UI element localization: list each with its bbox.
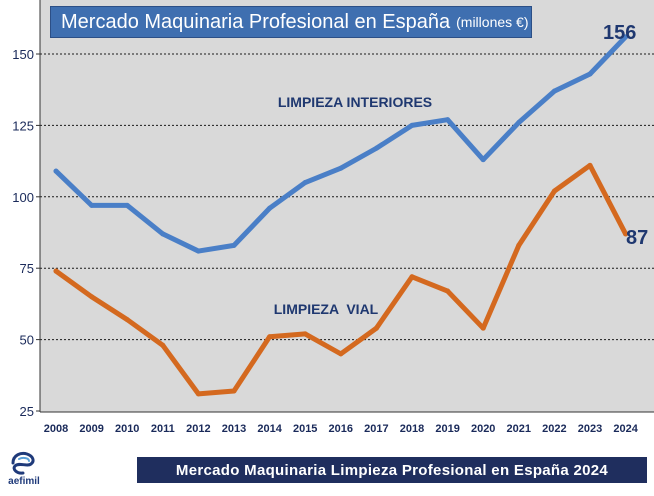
x-tick-label: 2011 xyxy=(151,423,175,435)
y-axis-ticks: 25 50 75 100 125 150 xyxy=(12,47,40,419)
data-point xyxy=(124,317,130,323)
data-point xyxy=(516,120,522,126)
data-point xyxy=(587,71,593,77)
data-point xyxy=(160,342,166,348)
data-point xyxy=(89,202,95,208)
data-point xyxy=(623,231,629,237)
series-label-vial: LIMPIEZA VIAL xyxy=(274,301,379,317)
x-tick-label: 2010 xyxy=(115,423,139,435)
x-tick-label: 2015 xyxy=(293,423,317,435)
y-tick-label: 25 xyxy=(20,404,34,419)
plot-background xyxy=(40,0,654,412)
data-point xyxy=(516,242,522,248)
data-point xyxy=(195,391,201,397)
data-point xyxy=(302,331,308,337)
data-point xyxy=(480,325,486,331)
chart-title-unit: (millones €) xyxy=(456,14,529,30)
data-point xyxy=(231,242,237,248)
x-tick-label: 2008 xyxy=(44,423,68,435)
end-value-vial: 87 xyxy=(626,227,648,249)
x-tick-label: 2009 xyxy=(79,423,103,435)
y-tick-label: 50 xyxy=(20,333,34,348)
data-point xyxy=(587,162,593,168)
x-tick-label: 2012 xyxy=(186,423,210,435)
data-point xyxy=(623,34,629,40)
data-point xyxy=(89,294,95,300)
data-point xyxy=(551,88,557,94)
x-tick-label: 2018 xyxy=(400,423,424,435)
data-point xyxy=(53,268,59,274)
data-point xyxy=(445,288,451,294)
data-point xyxy=(409,274,415,280)
x-tick-label: 2023 xyxy=(578,423,602,435)
data-point xyxy=(373,145,379,151)
chart-title: Mercado Maquinaria Profesional en España… xyxy=(50,6,532,38)
data-point xyxy=(338,351,344,357)
y-tick-label: 125 xyxy=(12,118,34,133)
series-group xyxy=(53,34,629,397)
data-point xyxy=(302,180,308,186)
x-tick-label: 2020 xyxy=(471,423,495,435)
data-point xyxy=(160,231,166,237)
data-point xyxy=(373,325,379,331)
series-label-interiores: LIMPIEZA INTERIORES xyxy=(278,94,432,110)
data-point xyxy=(551,188,557,194)
series-labels: LIMPIEZA INTERIORES LIMPIEZA VIAL 156 87 xyxy=(274,22,648,317)
y-tick-label: 100 xyxy=(12,190,34,205)
data-point xyxy=(409,122,415,128)
x-tick-label: 2013 xyxy=(222,423,246,435)
x-tick-label: 2021 xyxy=(507,423,531,435)
data-point xyxy=(53,168,59,174)
x-tick-label: 2022 xyxy=(542,423,566,435)
aefimil-logo: aefimil xyxy=(4,450,44,490)
data-point xyxy=(480,157,486,163)
aefimil-logo-icon xyxy=(11,451,35,475)
y-tick-label: 75 xyxy=(20,261,34,276)
data-point xyxy=(195,248,201,254)
x-tick-label: 2019 xyxy=(435,423,459,435)
aefimil-logo-text: aefimil xyxy=(8,476,40,487)
x-tick-label: 2014 xyxy=(257,423,282,435)
x-tick-label: 2016 xyxy=(329,423,353,435)
data-point xyxy=(445,117,451,123)
chart-title-text: Mercado Maquinaria Profesional en España xyxy=(61,10,451,33)
x-tick-label: 2017 xyxy=(364,423,388,435)
data-point xyxy=(338,165,344,171)
x-tick-label: 2024 xyxy=(613,423,638,435)
end-value-interiores: 156 xyxy=(603,22,636,44)
data-point xyxy=(231,388,237,394)
data-point xyxy=(267,334,273,340)
data-point xyxy=(124,202,130,208)
footer-banner: Mercado Maquinaria Limpieza Profesional … xyxy=(137,457,647,483)
data-point xyxy=(267,205,273,211)
x-axis-ticks: 2008 2009 2010 2011 2012 2013 2014 2015 2016 2017… xyxy=(44,423,639,435)
y-tick-label: 150 xyxy=(12,47,34,62)
